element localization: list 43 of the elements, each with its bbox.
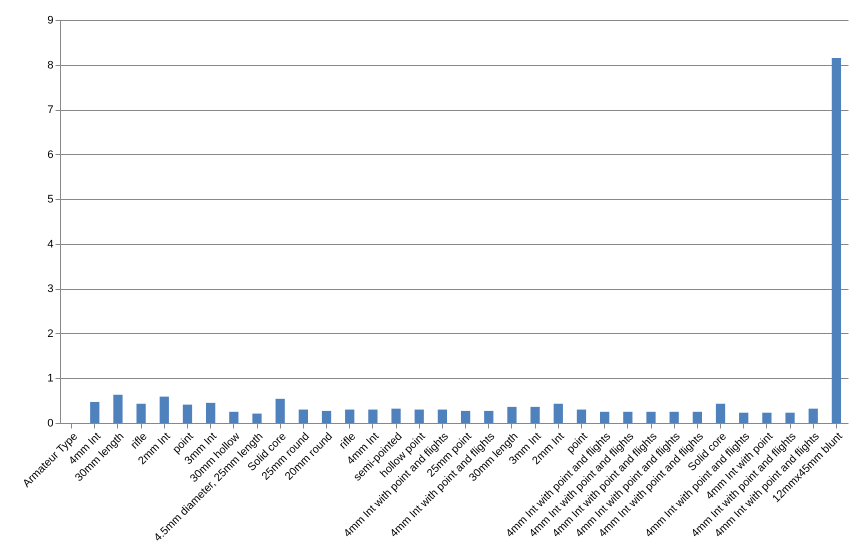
y-tick-label: 2 — [47, 328, 54, 340]
y-tick-label: 5 — [47, 194, 54, 206]
bar — [391, 408, 401, 423]
y-tick-label: 8 — [47, 59, 54, 72]
bar — [808, 408, 818, 423]
bar — [832, 58, 842, 423]
bar — [785, 412, 795, 423]
y-tick-label: 3 — [47, 283, 54, 296]
y-tick-label: 9 — [47, 14, 54, 26]
bar — [762, 412, 772, 423]
bar — [600, 412, 610, 423]
bar — [113, 394, 123, 423]
y-tick-label: 4 — [47, 238, 54, 250]
bar — [206, 402, 216, 423]
bar — [160, 396, 169, 423]
bar — [345, 410, 354, 423]
bar — [229, 412, 238, 423]
bar — [460, 410, 470, 423]
bar — [739, 412, 748, 423]
bar — [646, 412, 656, 423]
bar — [670, 412, 679, 423]
y-tick-label: 7 — [47, 104, 54, 116]
bar — [623, 412, 632, 423]
bar — [438, 410, 448, 423]
bar — [554, 404, 563, 423]
bar — [182, 404, 192, 423]
y-tick-label: 1 — [47, 372, 54, 385]
bar — [252, 414, 262, 423]
bar — [414, 410, 424, 423]
y-tick-label: 6 — [47, 148, 54, 161]
bar — [692, 412, 702, 423]
bar — [90, 402, 100, 423]
y-tick-label: 0 — [47, 418, 54, 430]
bar — [298, 410, 308, 423]
bar — [368, 410, 378, 423]
bar — [276, 398, 285, 423]
bar — [484, 410, 494, 423]
bar — [530, 406, 540, 423]
bar — [136, 404, 146, 423]
bar — [576, 410, 586, 423]
bar — [322, 410, 332, 423]
bar — [507, 406, 517, 423]
bar — [716, 404, 726, 423]
